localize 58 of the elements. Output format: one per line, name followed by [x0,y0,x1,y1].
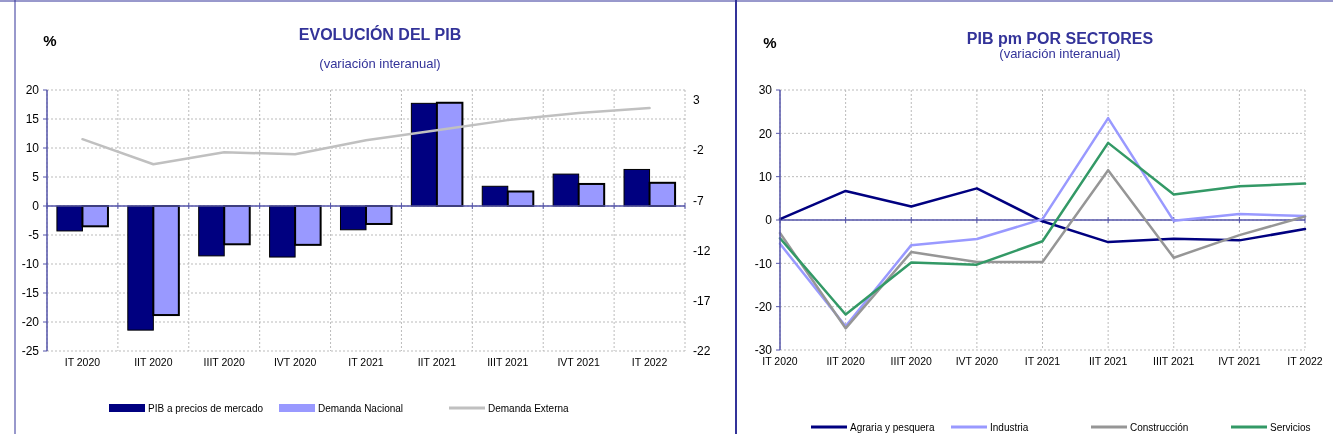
x-tick-label: IIT 2020 [826,355,865,367]
line-series [778,168,1307,330]
x-tick-label: IT 2022 [1287,355,1323,367]
x-tick-label: IIIT 2020 [890,355,933,367]
y-tick-label: -20 [21,315,40,330]
legend-label: Construcción [1130,421,1189,433]
x-tick-label: IT 2020 [762,355,798,367]
legend-label: PIB a precios de mercado [148,402,264,414]
chart-subtitle: (variación interanual) [999,46,1121,61]
chart-title: EVOLUCIÓN DEL PIB [298,25,462,43]
line-series [778,141,1307,316]
y2-tick-label: -22 [693,344,711,359]
x-tick-label: IT 2022 [631,356,668,368]
chart-title: PIB pm POR SECTORES [966,30,1154,47]
y-tick-label: -20 [754,299,773,314]
legend-label: Demanda Nacional [318,402,404,414]
x-tick-label: IIIT 2020 [203,356,245,368]
legend-label: Servicios [1270,421,1311,433]
y-tick-label: 0 [32,199,40,214]
y-tick-label: 0 [765,213,773,228]
line-series [778,187,1307,244]
x-tick-label: IT 2021 [1024,355,1061,367]
legend-label: Agraria y pesquera [850,421,935,433]
y-tick-label: 15 [25,112,40,127]
x-tick-label: IIIT 2021 [1153,355,1195,367]
y-tick-label: 10 [758,169,773,184]
y-tick-label: -25 [21,344,40,359]
line-series [778,116,1307,328]
x-tick-label: IT 2021 [348,356,384,368]
y-tick-label: 5 [32,170,40,185]
y-tick-label: 20 [25,83,40,98]
x-tick-label: IIIT 2021 [487,356,529,368]
y2-tick-label: -7 [693,193,704,208]
y2-tick-label: -2 [693,143,704,158]
x-tick-label: IVT 2021 [1218,355,1261,367]
y-axis-title: % [43,32,57,49]
y2-tick-label: -17 [693,294,711,309]
x-tick-label: IIT 2021 [1088,355,1128,367]
y-tick-label: -5 [28,228,40,243]
x-tick-label: IVT 2021 [557,356,601,368]
y2-tick-label: 3 [693,93,700,108]
y-tick-label: -15 [21,286,40,301]
y-tick-label: 20 [758,126,773,141]
chart-subtitle: (variación interanual) [319,56,441,71]
y-tick-label: -10 [754,256,773,271]
x-tick-label: IVT 2020 [955,355,999,367]
x-tick-label: IIT 2020 [134,356,173,368]
y-tick-label: -30 [754,343,773,358]
x-tick-label: IT 2020 [64,356,101,368]
legend-label: Industria [990,421,1029,433]
y-tick-label: -10 [21,257,40,272]
y-tick-label: 30 [758,83,773,98]
legend-label: Demanda Externa [488,402,570,414]
y-tick-label: 10 [25,141,40,156]
x-tick-label: IVT 2020 [273,356,317,368]
y2-tick-label: -12 [693,243,711,258]
x-tick-label: IIT 2021 [417,356,457,368]
y-axis-title: % [763,34,777,51]
